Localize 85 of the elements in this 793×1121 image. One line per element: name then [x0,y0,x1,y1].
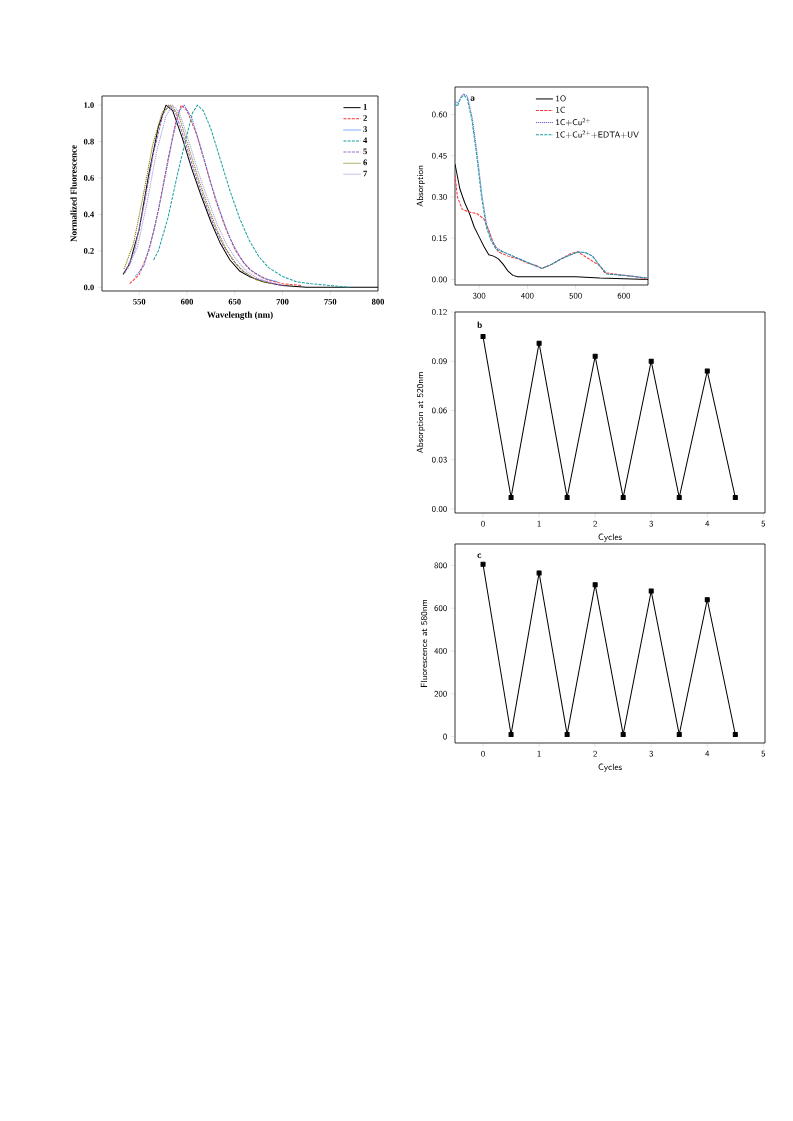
legend-label: 6 [363,159,368,166]
y-tick-label: 0.15 [432,235,447,242]
legend-label: 1O [556,95,566,102]
point [732,494,738,500]
y-axis-title: Absorption [416,165,425,207]
point [564,731,570,737]
legend-label: 1C+Cu$^{2+}$ [556,118,591,126]
y-tick-label: 0.00 [432,505,447,512]
x-tick-label: 4 [705,750,710,757]
y-tick-label: 400 [434,648,447,654]
x-tick-label: 2 [593,520,597,527]
point [480,334,486,340]
x-tick-label: 700 [276,298,289,305]
x-tick-label: 500 [569,292,582,299]
x-tick-label: 5 [761,750,766,757]
y-tick-label: 0.03 [432,456,447,463]
x-tick-label: 3 [649,520,654,527]
y-tick-label: 0.60 [432,111,447,118]
legend-label: 1 [363,104,367,110]
legend-label: 4 [363,137,368,144]
y-tick-label: 200 [434,690,447,697]
y-tick-label: 800 [434,562,447,569]
point [620,494,626,500]
y-tick-label: 0.30 [432,194,447,200]
legend-label: 5 [363,148,367,155]
legend-label: 3 [363,126,367,133]
legend-label: 1C+Cu$^{2+}$+EDTA+UV [556,130,639,139]
x-tick-label: 650 [228,298,241,305]
x-tick-label: 300 [472,292,486,299]
x-tick-label: 600 [617,292,631,299]
point [732,731,738,737]
point [480,561,486,567]
legend-label: 2 [363,115,367,121]
point [536,340,542,346]
point [564,494,570,500]
y-tick-label: 0 [443,733,447,740]
point [704,597,710,603]
point [676,494,682,500]
point [648,358,654,364]
y-tick-label: 1.0 [84,102,94,108]
x-tick-label: 4 [705,520,710,527]
point [620,731,626,737]
y-tick-label: 0.2 [83,248,94,254]
x-tick-label: 600 [180,298,194,305]
x-tick-label: 3 [649,750,654,757]
y-axis-title: Absorption at 520nm [416,372,425,454]
y-axis-title: Normalized Fluorescence [70,145,77,242]
point [676,731,682,737]
annotation: a [470,96,475,101]
x-tick-label: 1 [537,520,541,527]
y-tick-label: 600 [434,605,447,612]
line-series [153,104,350,288]
y-tick-label: 0.00 [432,276,447,283]
x-tick-label: 2 [593,750,597,757]
x-tick-label: 550 [133,298,146,305]
annotation: c [477,553,482,558]
point [704,368,710,374]
x-axis-title: Wavelength (nm) [207,311,273,320]
x-tick-label: 0 [481,520,485,527]
y-tick-label: 0.06 [432,407,447,414]
y-tick-label: 0.12 [432,309,447,315]
x-axis-title: Cycles [598,533,622,542]
x-tick-label: 750 [324,298,337,305]
point [536,570,542,576]
annotation: b [477,321,482,328]
point [648,588,654,594]
x-axis-title: Cycles [598,763,622,772]
y-tick-label: 0.8 [83,138,94,145]
y-tick-label: 0.09 [432,358,447,365]
y-tick-label: 0.0 [83,284,94,291]
x-tick-label: 0 [481,750,485,757]
y-axis-title: Fluorescence at 580nm [420,599,428,687]
point [592,582,598,588]
y-tick-label: 0.4 [83,211,95,218]
point [508,731,514,737]
legend-label: 7 [363,170,368,177]
y-tick-label: 0.6 [83,175,94,181]
legend-label: 1C [556,106,565,113]
x-tick-label: 5 [761,520,766,527]
x-tick-label: 800 [371,298,385,305]
point [508,494,514,500]
y-tick-label: 0.45 [432,152,447,159]
point [592,353,598,359]
x-tick-label: 1 [537,750,541,757]
x-tick-label: 400 [521,292,534,299]
